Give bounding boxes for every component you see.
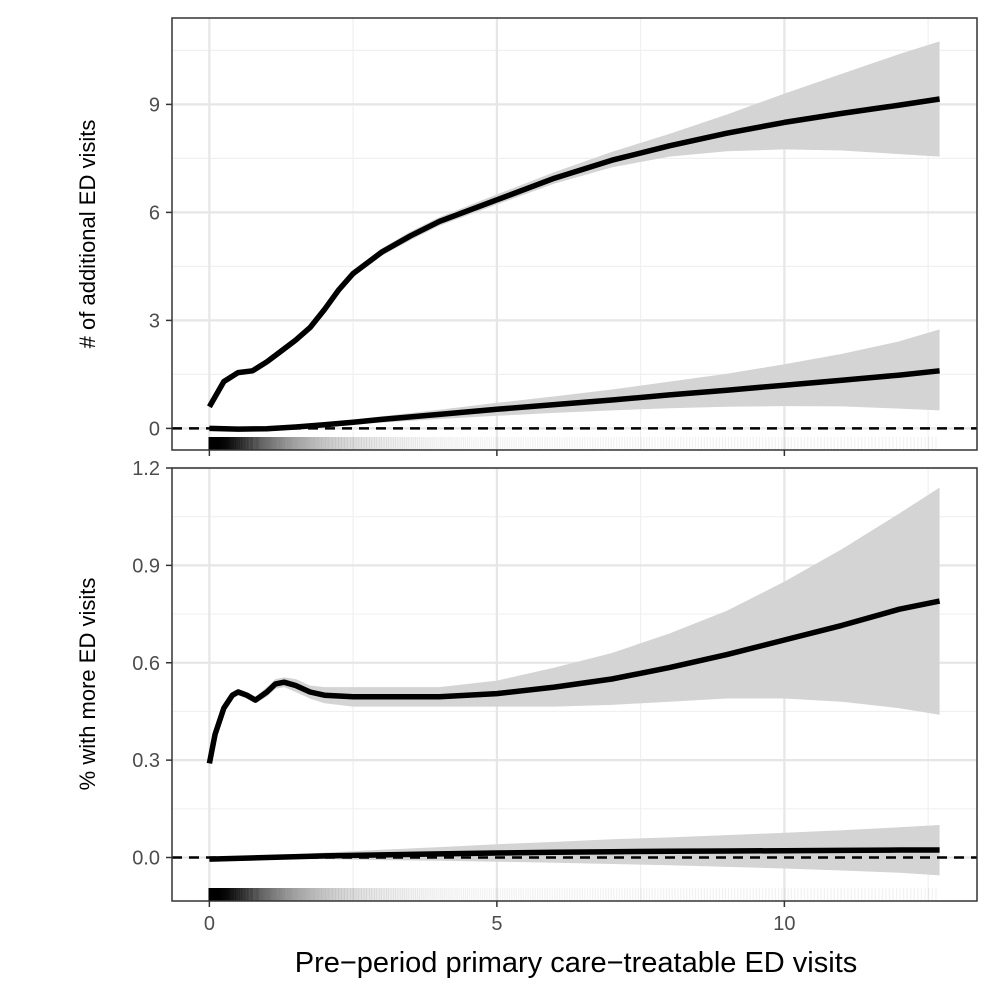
y-tick-label: 3	[149, 310, 160, 332]
y-tick-label: 0.3	[132, 750, 160, 772]
series-line-1	[207, 96, 941, 409]
panel-top-border	[171, 17, 978, 451]
panel-top: 0 3 6 9 # of additional ED visits	[75, 17, 978, 456]
x-tick-label: 10	[773, 913, 795, 935]
y-tick-label: 0	[149, 418, 160, 440]
y-tick-label: 0.9	[132, 555, 160, 577]
ci-ribbon-series-2	[209, 329, 940, 430]
panel-bottom-y-ticks: 0.0 0.3 0.6 0.9 1.2	[132, 458, 172, 870]
series-line-2	[209, 847, 940, 862]
y-tick-label: 0.0	[132, 848, 160, 870]
series-line-2	[209, 368, 940, 432]
panel-top-rug	[208, 437, 937, 450]
panel-top-series-lines	[207, 96, 941, 432]
panel-top-y-axis-title: # of additional ED visits	[75, 120, 100, 349]
panel-bottom-series-lines	[206, 598, 941, 862]
ci-ribbon-series-1	[209, 41, 940, 409]
panel-bottom-rug	[208, 888, 937, 901]
panel-bottom-border	[171, 467, 978, 902]
panel-bottom-y-axis-title: % with more ED visits	[75, 578, 100, 791]
x-tick-label: 5	[491, 913, 502, 935]
x-tick-label: 0	[204, 913, 215, 935]
y-tick-label: 6	[149, 202, 160, 224]
panel-top-x-tick-marks	[208, 450, 786, 456]
y-tick-label: 0.6	[132, 653, 160, 675]
panel-top-ci-ribbons	[209, 41, 940, 430]
panel-bottom: 0.0 0.3 0.6 0.9 1.2 0 5 10 % with more ED visi…	[75, 458, 978, 979]
y-tick-label: 9	[149, 94, 160, 116]
panel-top-grid	[172, 18, 977, 450]
x-axis-title: Pre−period primary care−treatable ED vis…	[295, 947, 858, 979]
series-line-1	[206, 598, 941, 764]
panel-top-y-ticks: 0 3 6 9	[149, 94, 172, 440]
y-tick-label: 1.2	[132, 458, 160, 480]
panel-bottom-x-ticks: 0 5 10	[204, 901, 796, 935]
